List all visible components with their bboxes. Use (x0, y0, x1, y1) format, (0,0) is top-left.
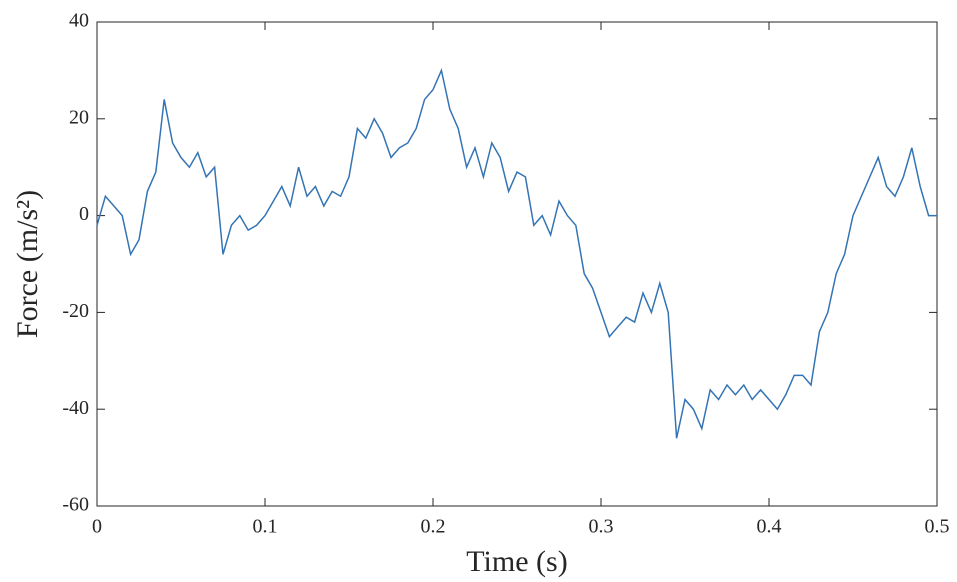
y-tick-label: 40 (69, 10, 89, 32)
x-axis-label: Time (s) (466, 545, 567, 578)
x-tick-label: 0.4 (757, 516, 782, 538)
y-tick-label: 20 (69, 106, 89, 128)
x-tick-label: 0.1 (253, 516, 278, 538)
x-tick-label: 0.2 (421, 516, 446, 538)
y-tick-label: -20 (62, 300, 89, 322)
x-tick-label: 0 (92, 516, 102, 538)
y-axis-label: Force (m/s²) (11, 190, 44, 338)
y-tick-label: 0 (79, 203, 89, 225)
plot-area (96, 21, 938, 507)
y-tick-label: -40 (62, 397, 89, 419)
data-line (96, 67, 937, 439)
x-tick-label: 0.5 (925, 516, 950, 538)
x-tick-label: 0.3 (589, 516, 614, 538)
y-tick-label: -60 (62, 494, 89, 516)
